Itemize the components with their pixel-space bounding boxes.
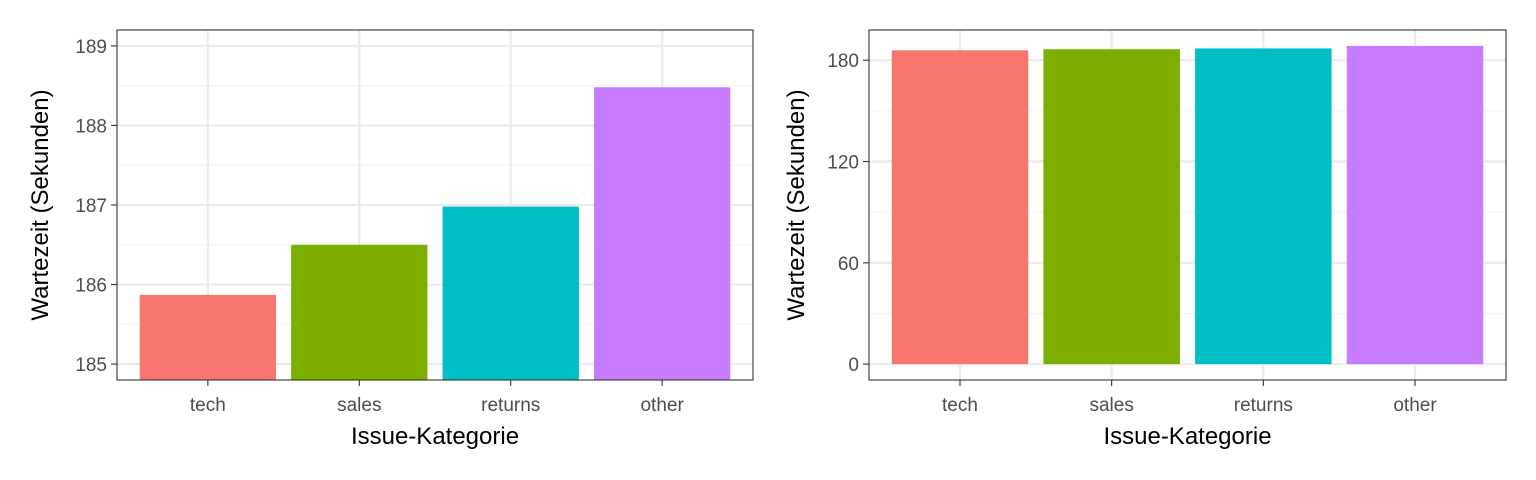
y-axis-title: Wartezeit (Sekunden) — [27, 89, 54, 320]
x-axis-title: Issue-Kategorie — [1103, 423, 1271, 450]
x-tick-label-other: other — [640, 395, 684, 416]
bar-sales — [291, 244, 428, 380]
bar-other — [594, 87, 731, 380]
bar-sales — [1043, 49, 1180, 365]
x-tick-label-returns: returns — [1234, 395, 1293, 416]
x-axis-title: Issue-Kategorie — [351, 423, 519, 450]
bar-returns — [442, 206, 579, 380]
y-tick-label: 186 — [75, 276, 107, 297]
chart-right: 0 60 120 180 tech sales returns other Issue-Kate… — [783, 29, 1507, 450]
bar-other — [1346, 45, 1484, 365]
y-tick-label: 0 — [848, 355, 859, 376]
y-axis-title: Wartezeit (Sekunden) — [783, 89, 810, 320]
x-tick-label-sales: sales — [337, 395, 381, 416]
panel-border — [868, 29, 1507, 381]
bar-tech — [891, 50, 1029, 365]
x-tick-label-other: other — [1393, 395, 1437, 416]
x-tick-label-tech: tech — [942, 395, 978, 416]
y-tick-label: 180 — [827, 51, 859, 72]
y-tick-label: 187 — [75, 196, 107, 217]
x-tick-label-sales: sales — [1089, 395, 1133, 416]
y-tick-label: 60 — [838, 254, 859, 275]
x-tick-label-tech: tech — [190, 395, 226, 416]
chart-left: 185 186 187 188 189 tech sales returns other Issu… — [27, 29, 754, 450]
y-tick-label: 185 — [75, 355, 107, 376]
y-tick-label: 120 — [827, 153, 859, 174]
bar-tech — [139, 294, 276, 380]
bar-returns — [1195, 48, 1332, 365]
y-tick-label: 188 — [75, 116, 107, 137]
y-tick-label: 189 — [75, 37, 107, 58]
x-tick-label-returns: returns — [481, 395, 540, 416]
